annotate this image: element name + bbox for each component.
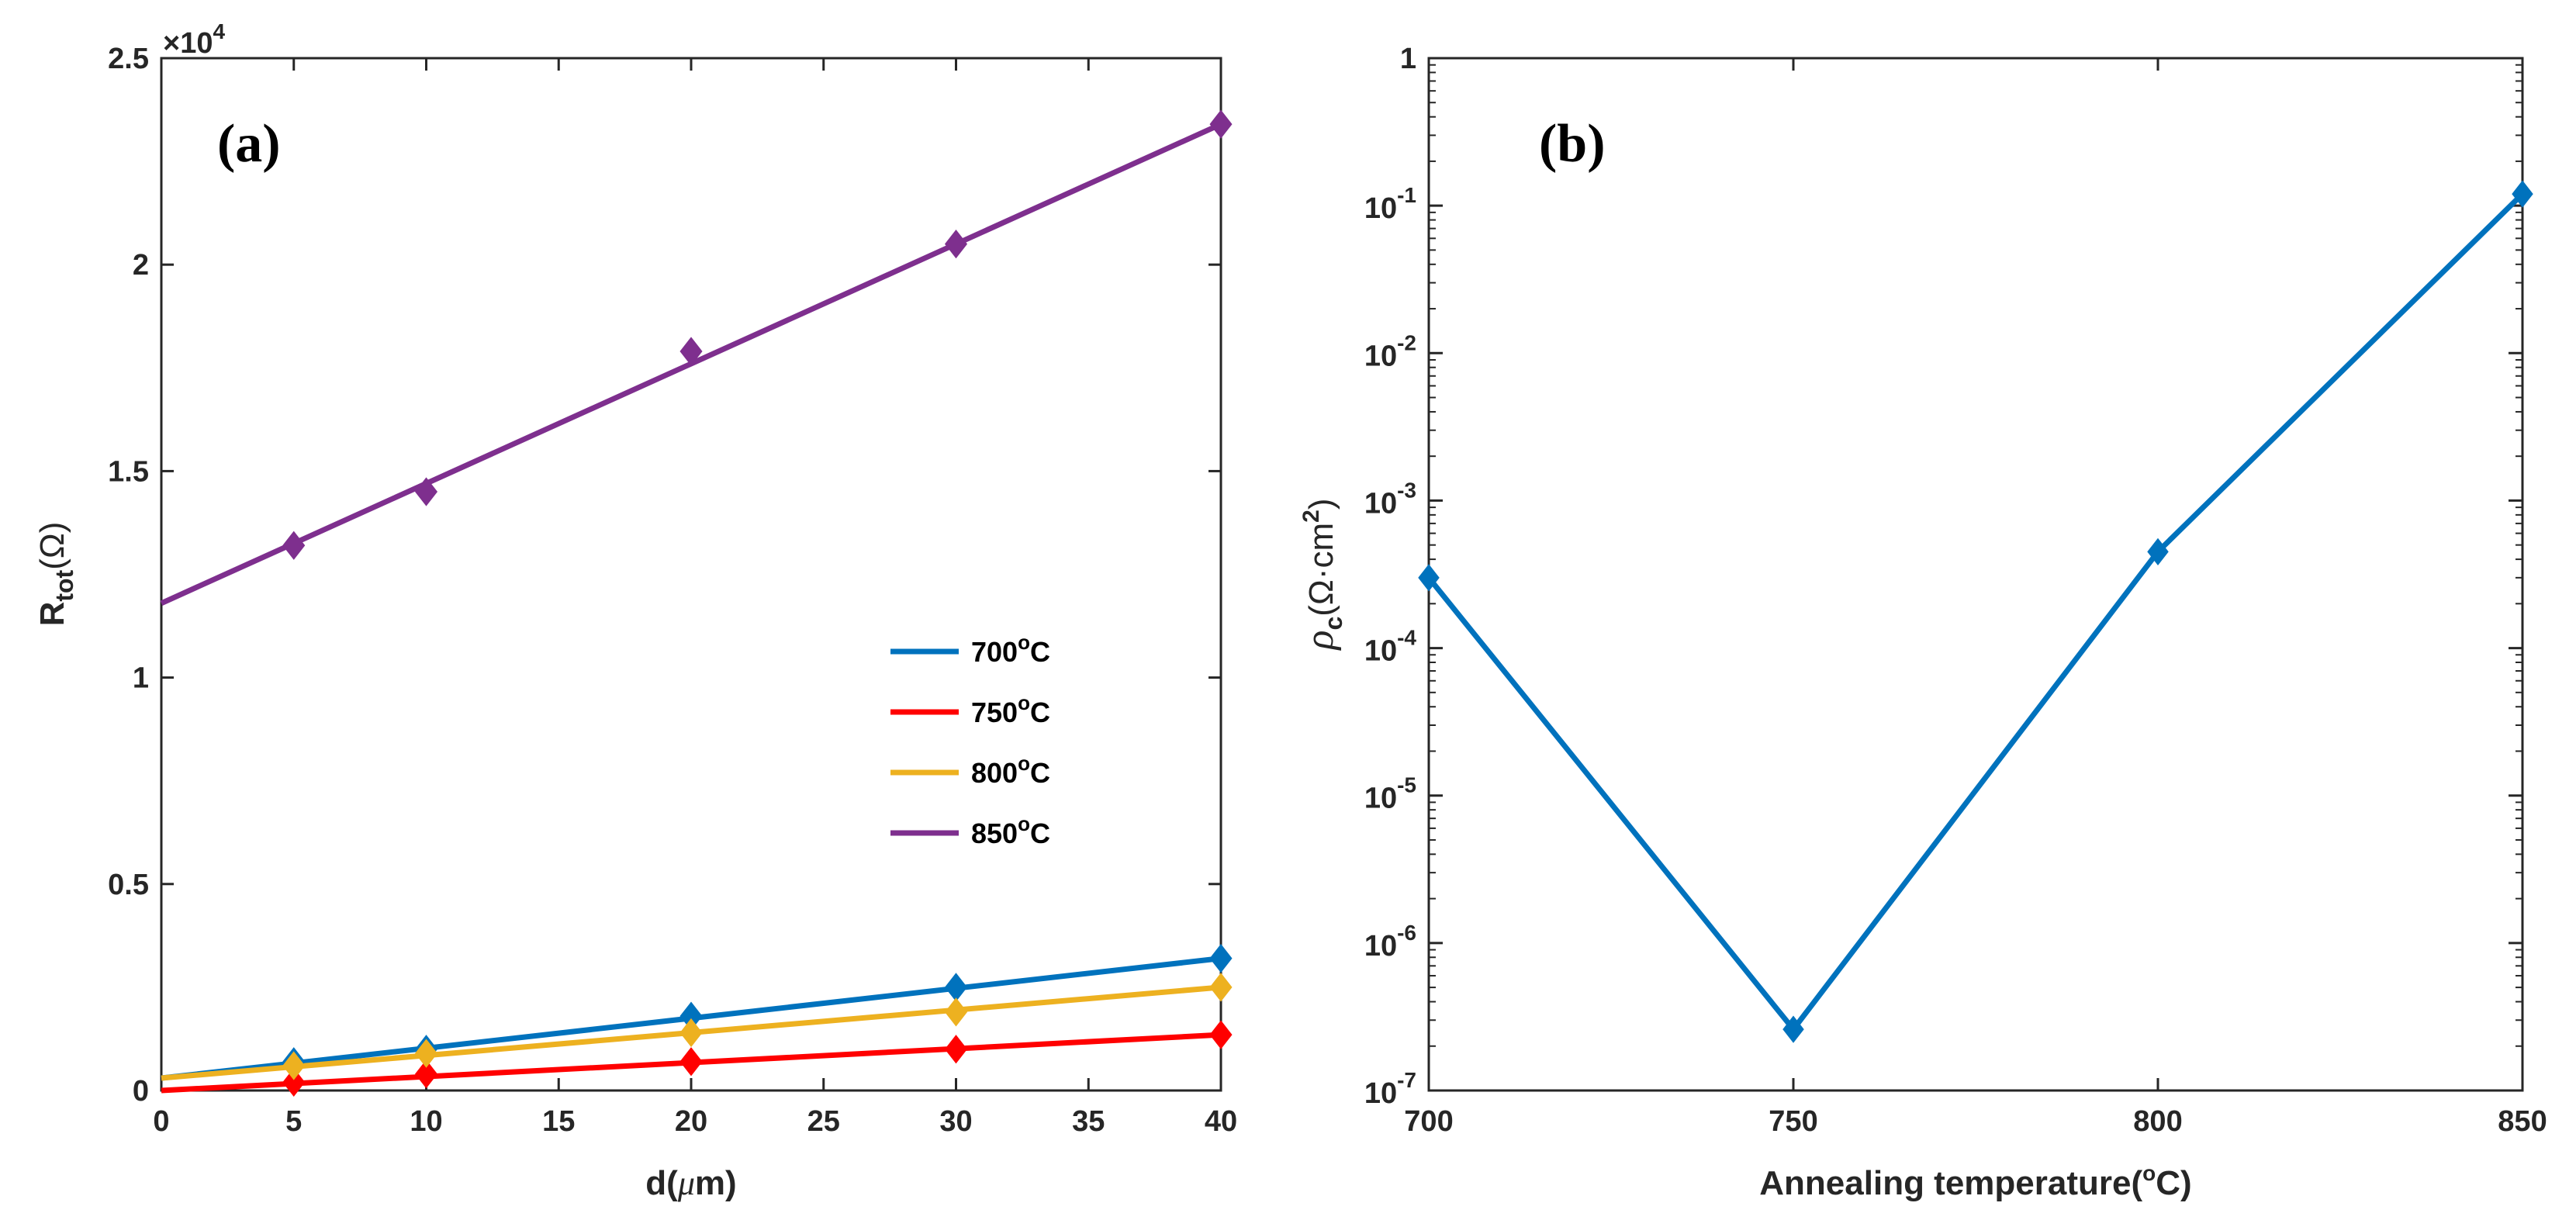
panel-a-marker-800 — [414, 1039, 438, 1068]
panel-a-marker-750 — [414, 1059, 438, 1089]
panel-a-x-tick-label: 20 — [675, 1105, 707, 1138]
panel-a-marker-700 — [1209, 944, 1233, 973]
panel-a-marker-750 — [1209, 1020, 1233, 1049]
panel-b-x-tick-label: 750 — [1769, 1105, 1817, 1138]
panel-b-x-tick-label: 850 — [2498, 1105, 2547, 1138]
panel-a-marker-800 — [679, 1018, 703, 1048]
panel-a-y-multiplier: ×104 — [163, 19, 225, 60]
panel-b-y-axis-label: ρc(Ω·cm2) — [1298, 499, 1347, 652]
panel-b-y-tick-label: 10-7 — [1364, 1068, 1416, 1110]
panel-a-marker-800 — [282, 1051, 306, 1080]
panel-a-x-tick-label: 15 — [542, 1105, 575, 1138]
panel-b-data-line — [1426, 192, 2525, 1032]
panel-a-y-tick-label: 0.5 — [108, 869, 149, 901]
panel-a-x-tick-label: 0 — [153, 1105, 169, 1138]
panel-a-y-tick-label: 1 — [133, 662, 149, 695]
panel-b-x-axis-label: Annealing temperature(oC) — [1759, 1161, 2191, 1202]
panel-b-y-tick-label: 10-6 — [1364, 921, 1416, 963]
panel-a-marker-750 — [679, 1047, 703, 1077]
panel-a-x-tick-label: 40 — [1205, 1105, 1237, 1138]
panel-a-x-tick-label: 25 — [807, 1105, 840, 1138]
panel-a-marker-750 — [944, 1035, 968, 1064]
panel-a-chart: 0 5 10 15 20 25 30 35 40 0 0.5 1 1.5 2 2.5 (a) ×104 Rt… — [33, 19, 1237, 1202]
panel-b-marker — [2147, 537, 2169, 565]
panel-b-ticks: 700 750 800 850 10-7 10-6 10-5 10-4 10-3 10-2 10-1… — [1364, 43, 2547, 1138]
panel-a-x-tick-label: 5 — [285, 1105, 302, 1138]
panel-b-markers — [1418, 180, 2533, 1043]
panel-a-plot-area — [160, 57, 1222, 1092]
legend-label-700: 700oC — [971, 631, 1050, 668]
panel-a-y-tick-label: 2.5 — [108, 43, 149, 75]
panel-a-marker-850 — [1209, 109, 1233, 139]
panel-a-y-tick-label: 1.5 — [108, 455, 149, 488]
panel-a-x-axis-label: d(μm) — [645, 1164, 736, 1202]
panel-a-marker-800 — [944, 997, 968, 1027]
panel-a-marker-850 — [414, 477, 438, 506]
panel-a-marker-850 — [282, 531, 306, 560]
panel-b-y-tick-label: 10-5 — [1364, 773, 1416, 815]
panel-b-chart: 700 750 800 850 10-7 10-6 10-5 10-4 10-3 10-2 10-1… — [1298, 43, 2547, 1202]
panel-a-legend: 700oC 750oC 800oC 850oC — [890, 631, 1050, 849]
legend-label-750: 750oC — [971, 691, 1050, 728]
panel-a-marker-850 — [944, 229, 968, 259]
panel-b-series-line — [1426, 192, 2525, 1032]
panel-a-marker-800 — [1209, 973, 1233, 1002]
panel-b-y-tick-label: 1 — [1400, 43, 1416, 75]
panel-b-x-tick-label: 800 — [2133, 1105, 2182, 1138]
panel-a-marker-850 — [679, 337, 703, 366]
panel-a-x-tick-label: 30 — [939, 1105, 972, 1138]
panel-b-x-tick-label: 700 — [1404, 1105, 1453, 1138]
panel-b-y-tick-label: 10-3 — [1364, 478, 1416, 520]
panel-a-ticks: 0 5 10 15 20 25 30 35 40 0 0.5 1 1.5 2 2.5 — [108, 43, 1237, 1138]
panel-a-y-axis-label: Rtot(Ω) — [33, 522, 78, 627]
panel-a-x-tick-label: 10 — [410, 1105, 442, 1138]
panel-b-marker — [1418, 564, 1440, 592]
panel-b-y-tick-label: 10-2 — [1364, 330, 1416, 372]
panel-b-y-tick-label: 10-1 — [1364, 183, 1416, 225]
panel-b-marker — [2512, 180, 2533, 208]
legend-label-800: 800oC — [971, 752, 1050, 789]
panel-a-y-tick-label: 0 — [133, 1075, 149, 1108]
panel-a-label: (a) — [217, 114, 281, 174]
panel-a-y-tick-label: 2 — [133, 249, 149, 282]
panel-b-y-tick-label: 10-4 — [1364, 626, 1417, 668]
panel-a-x-tick-label: 35 — [1072, 1105, 1105, 1138]
panel-a-marker-750 — [282, 1067, 306, 1097]
panel-b-plot-area — [1427, 57, 2524, 1092]
panel-b-marker — [1782, 1015, 1804, 1043]
legend-label-850: 850oC — [971, 812, 1050, 849]
panel-a-markers — [282, 109, 1233, 1097]
panel-b-label: (b) — [1539, 114, 1606, 174]
